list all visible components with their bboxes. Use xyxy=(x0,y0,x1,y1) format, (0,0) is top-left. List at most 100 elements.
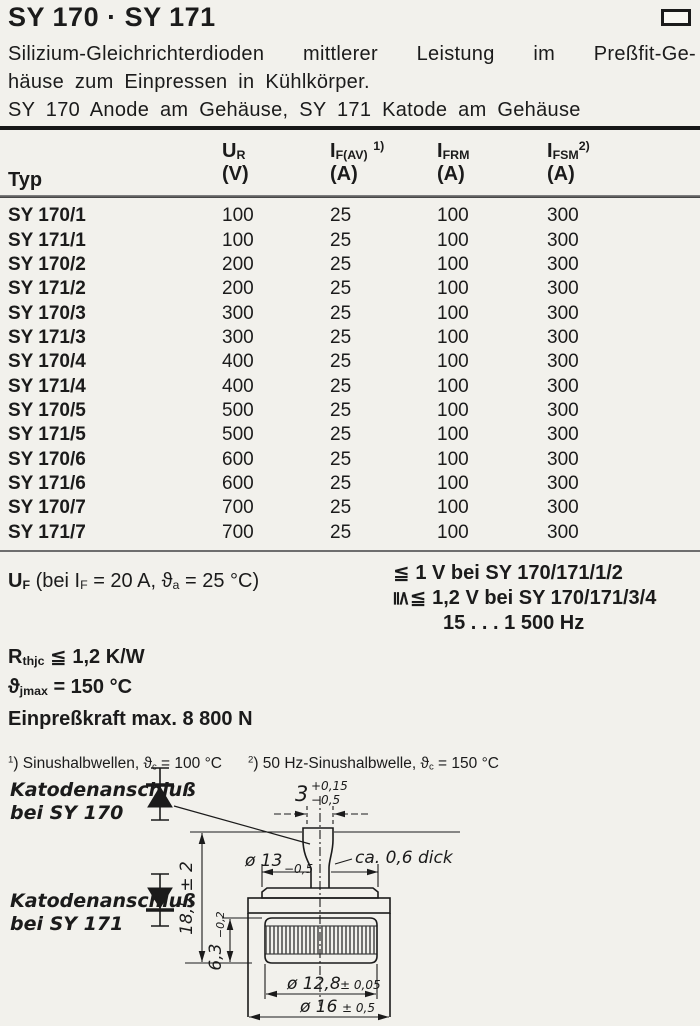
cell-ifrm: 100 xyxy=(437,521,469,543)
cell-ifsm: 300 xyxy=(547,399,579,421)
dim-label-knurl-height: 6,3 −0,2 xyxy=(206,911,227,970)
cell-ifsm: 300 xyxy=(547,375,579,397)
dim-label-d13-tol: −0,5 xyxy=(284,862,313,876)
table-row: SY 171/5 500 25 100 300 xyxy=(8,423,696,447)
cell-ifav: 25 xyxy=(330,424,352,446)
uf-limits: ≦ 1 V bei SY 170/171/1/2 ≦≦ 1,2 V bei SY… xyxy=(390,561,657,636)
column-unit: (A) xyxy=(330,163,358,185)
horizontal-rule-table-bottom xyxy=(0,550,700,552)
dim-label-pin-width: 3 xyxy=(295,782,308,806)
table-row: SY 171/7 700 25 100 300 xyxy=(8,520,696,544)
cell-ifav: 25 xyxy=(330,497,352,519)
cell-ifrm: 100 xyxy=(437,229,469,251)
cell-ur: 700 xyxy=(222,497,254,519)
cell-ifsm: 300 xyxy=(547,472,579,494)
cell-ifrm: 100 xyxy=(437,326,469,348)
junction-temperature-line: ϑjmax = 150 °C xyxy=(8,676,133,699)
thermal-resistance-line: Rthjc ≦ 1,2 K/W xyxy=(8,646,145,669)
table-row: SY 171/2 200 25 100 300 xyxy=(8,277,696,301)
knurl-hatching xyxy=(266,926,376,954)
cell-typ: SY 171/5 xyxy=(8,424,86,446)
cell-ifav: 25 xyxy=(330,472,352,494)
cell-typ: SY 170/2 xyxy=(8,253,86,275)
table-row: SY 170/2 200 25 100 300 xyxy=(8,253,696,277)
dim-label-d128: ø 12,8 xyxy=(286,974,341,994)
cell-ifav: 25 xyxy=(330,521,352,543)
uf-frequency-range: 15 . . . 1 500 Hz xyxy=(443,612,585,634)
column-symbol: UR xyxy=(222,140,246,163)
uf-limit-line: ≦ 1 V bei SY 170/171/1/2 xyxy=(393,562,623,584)
cell-ur: 300 xyxy=(222,302,254,324)
column-header-typ: Typ xyxy=(8,169,43,191)
table-row: SY 170/3 300 25 100 300 xyxy=(8,301,696,325)
uf-limit-line: ≦≦ 1,2 V bei SY 170/171/3/4 xyxy=(390,587,657,609)
table-row: SY 171/3 300 25 100 300 xyxy=(8,326,696,350)
cathode-label-sy171-line2: bei SY 171 xyxy=(10,913,123,935)
cell-ur: 400 xyxy=(222,375,254,397)
cell-ur: 400 xyxy=(222,351,254,373)
cell-ifav: 25 xyxy=(330,253,352,275)
cell-typ: SY 170/4 xyxy=(8,351,86,373)
column-symbol: IFRM xyxy=(437,140,470,163)
table-body: SY 170/1 100 25 100 300 SY 171/1 100 25 100 300 SY… xyxy=(8,196,696,545)
cell-ifav: 25 xyxy=(330,278,352,300)
cell-ifrm: 100 xyxy=(437,351,469,373)
table-row: SY 170/4 400 25 100 300 xyxy=(8,350,696,374)
horizontal-rule-top xyxy=(0,126,700,130)
cathode-label-sy171: Katodenanschluß xyxy=(10,890,196,912)
dim-label-height: 18,5 ± 2 xyxy=(177,861,197,935)
cell-ifrm: 100 xyxy=(437,253,469,275)
package-outline xyxy=(247,827,391,1017)
cell-ifav: 25 xyxy=(330,205,352,227)
cell-ur: 600 xyxy=(222,472,254,494)
cell-typ: SY 170/5 xyxy=(8,399,86,421)
corner-marker-icon xyxy=(661,9,691,26)
cell-ifrm: 100 xyxy=(437,375,469,397)
column-unit: (V) xyxy=(222,163,249,185)
cell-ifrm: 100 xyxy=(437,448,469,470)
cell-typ: SY 171/2 xyxy=(8,278,86,300)
column-unit: (A) xyxy=(437,163,465,185)
diode-symbol-sy171 xyxy=(146,873,174,927)
footnotes: 1) Sinushalbwellen, ϑc = 100 °C 2) 50 Hz-… xyxy=(8,755,499,773)
column-header-ur: UR (V) xyxy=(222,140,249,186)
cell-ifrm: 100 xyxy=(437,205,469,227)
description-line: Silizium-Gleichrichterdioden mittlerer L… xyxy=(8,43,696,65)
horizontal-rule-header xyxy=(0,195,700,198)
cell-ur: 500 xyxy=(222,399,254,421)
dim-label-pin-tol-plus: +0,15 xyxy=(311,779,348,793)
description-line: häuse zum Einpressen in Kühlkörper. xyxy=(8,71,370,93)
package-drawing: Katodenanschluß bei SY 170 Katodenanschl… xyxy=(10,767,460,1021)
cell-ifsm: 300 xyxy=(547,326,579,348)
cell-ifav: 25 xyxy=(330,351,352,373)
cell-ifsm: 300 xyxy=(547,351,579,373)
diode-symbol-sy170 xyxy=(146,767,174,821)
table-row: SY 170/7 700 25 100 300 xyxy=(8,496,696,520)
dim-label-pin-tol-minus: −0,5 xyxy=(311,793,340,807)
cell-ifsm: 300 xyxy=(547,424,579,446)
column-header-ifav: IF(AV) 1) (A) xyxy=(330,140,384,186)
ratings-table: Typ UR (V) IF(AV) 1) (A) IFRM (A) IFSM2)… xyxy=(8,134,696,545)
cell-ifrm: 100 xyxy=(437,399,469,421)
column-unit: (A) xyxy=(547,163,575,185)
cell-ur: 700 xyxy=(222,521,254,543)
column-symbol: IFSM2) xyxy=(547,139,590,163)
cell-ur: 100 xyxy=(222,205,254,227)
cell-ur: 500 xyxy=(222,424,254,446)
column-symbol: IF(AV) 1) xyxy=(330,139,385,163)
cell-ur: 200 xyxy=(222,278,254,300)
cell-ifsm: 300 xyxy=(547,229,579,251)
footnote-1: 1) Sinushalbwellen, ϑc = 100 °C xyxy=(8,754,222,773)
cell-ifav: 25 xyxy=(330,302,352,324)
cell-ifav: 25 xyxy=(330,375,352,397)
column-header-ifrm: IFRM (A) xyxy=(437,140,469,186)
cathode-label-sy170-line2: bei SY 170 xyxy=(10,802,123,824)
cell-ifsm: 300 xyxy=(547,205,579,227)
table-header: Typ UR (V) IF(AV) 1) (A) IFRM (A) IFSM2)… xyxy=(8,134,696,196)
cell-typ: SY 170/3 xyxy=(8,302,86,324)
cell-ifav: 25 xyxy=(330,448,352,470)
cell-ifsm: 300 xyxy=(547,302,579,324)
cell-typ: SY 170/6 xyxy=(8,448,86,470)
dimension-lines xyxy=(185,796,460,1021)
